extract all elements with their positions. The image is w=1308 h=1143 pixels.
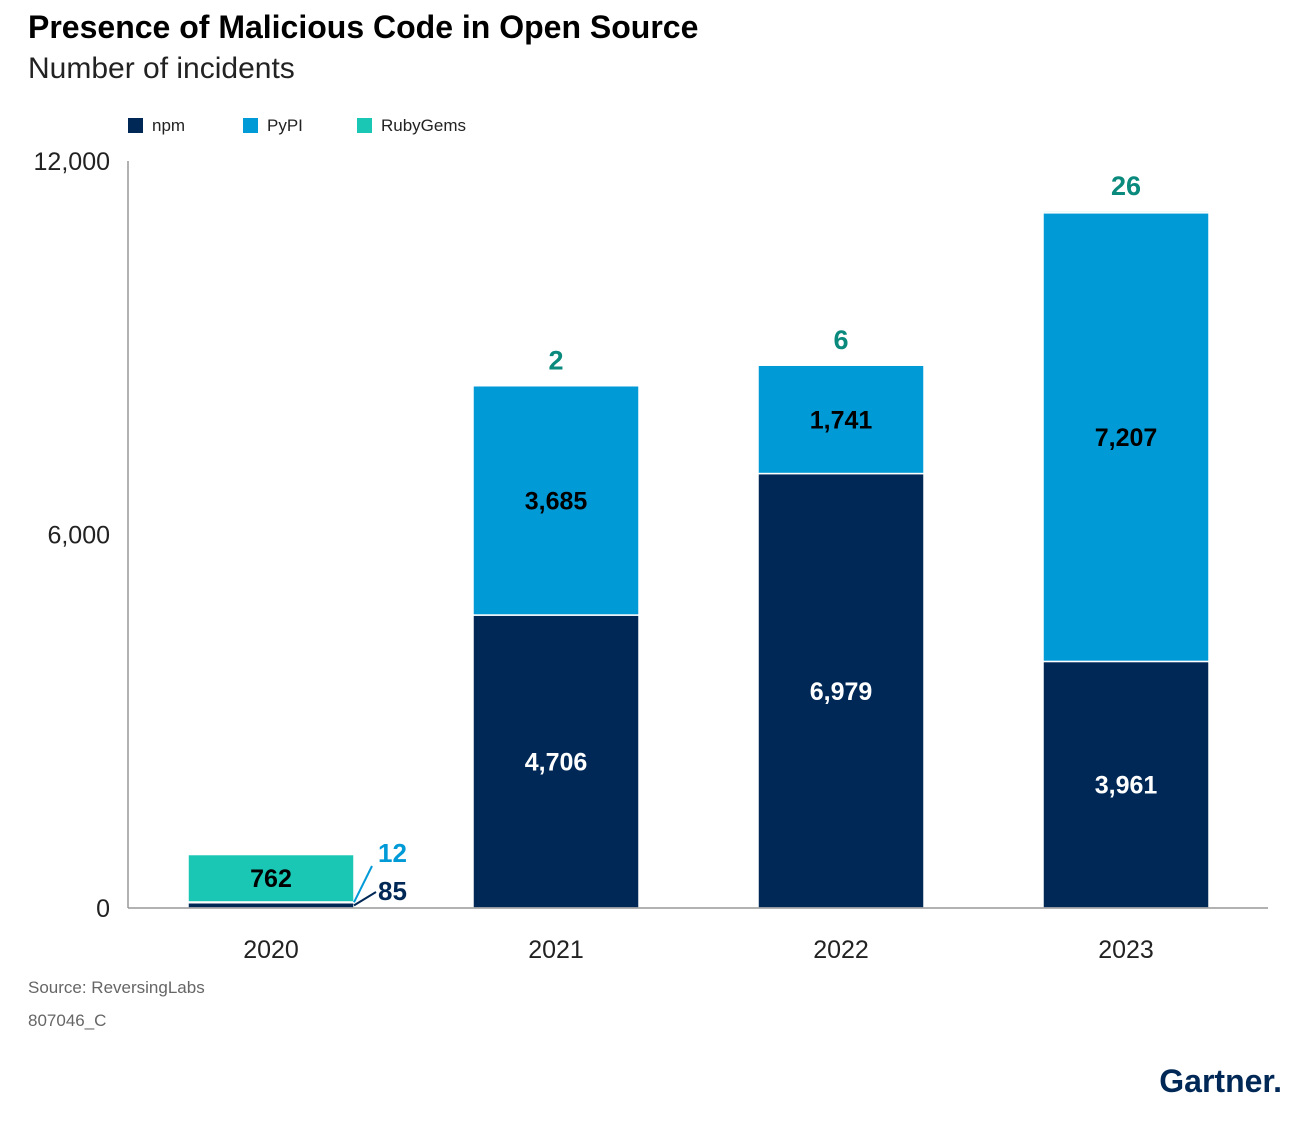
bar-label-npm-2021: 4,706 [525, 749, 588, 777]
legend: npm PyPI RubyGems [128, 116, 466, 135]
bar-rubygems-2020 [187, 853, 355, 903]
bar-label-pypi-2020: 12 [378, 838, 407, 868]
y-axis: 0 6,000 12,000 [34, 148, 129, 923]
legend-label-pypi: PyPI [267, 116, 303, 135]
legend-swatch-npm [128, 118, 143, 133]
bar-label-npm-2022: 6,979 [810, 678, 873, 706]
bar-label-rubygems-2022: 6 [833, 325, 848, 355]
chart-subtitle: Number of incidents [28, 52, 295, 85]
legend-label-rubygems: RubyGems [381, 116, 466, 135]
gartner-logo: Gartner. [1159, 1063, 1282, 1099]
y-tick-label: 12,000 [34, 148, 110, 176]
bar-pypi-2023 [1042, 212, 1210, 663]
x-tick-label: 2020 [243, 936, 299, 964]
x-tick-label: 2023 [1098, 936, 1154, 964]
bar-label-npm-2023: 3,961 [1095, 772, 1158, 800]
chart-title: Presence of Malicious Code in Open Sourc… [28, 9, 698, 45]
y-tick-label: 0 [96, 895, 110, 923]
bar-label-pypi-2021: 3,685 [525, 487, 588, 515]
legend-swatch-pypi [243, 118, 258, 133]
y-tick-label: 6,000 [47, 522, 110, 550]
bars: 762 85 12 4,706 3,685 2 6,979 1,741 6 3,961 7,207 2… [187, 171, 1210, 909]
source-note: Source: ReversingLabs [28, 978, 205, 997]
bar-label-pypi-2022: 1,741 [810, 406, 873, 434]
bar-label-npm-2020: 85 [378, 876, 407, 906]
bar-label-rubygems-2023: 26 [1111, 171, 1141, 201]
bar-label-rubygems-2021: 2 [548, 346, 563, 376]
bar-label-pypi-2023: 7,207 [1095, 424, 1158, 452]
x-axis: 2020 2021 2022 2023 [128, 907, 1268, 964]
x-tick-label: 2021 [528, 936, 584, 964]
bar-pypi-2022 [757, 364, 925, 475]
legend-swatch-rubygems [357, 118, 372, 133]
bar-label-rubygems-2020: 762 [250, 865, 292, 893]
bar-npm-2021 [472, 614, 640, 909]
figure-id: 807046_C [28, 1011, 106, 1030]
bar-npm-2020 [187, 901, 355, 909]
legend-label-npm: npm [152, 116, 185, 135]
x-tick-label: 2022 [813, 936, 869, 964]
bar-rubygems-2023 [1042, 210, 1210, 214]
bar-pypi-2021 [472, 384, 640, 616]
leader-line-npm-2020 [353, 891, 377, 907]
leader-line-pypi-2020 [353, 865, 373, 903]
